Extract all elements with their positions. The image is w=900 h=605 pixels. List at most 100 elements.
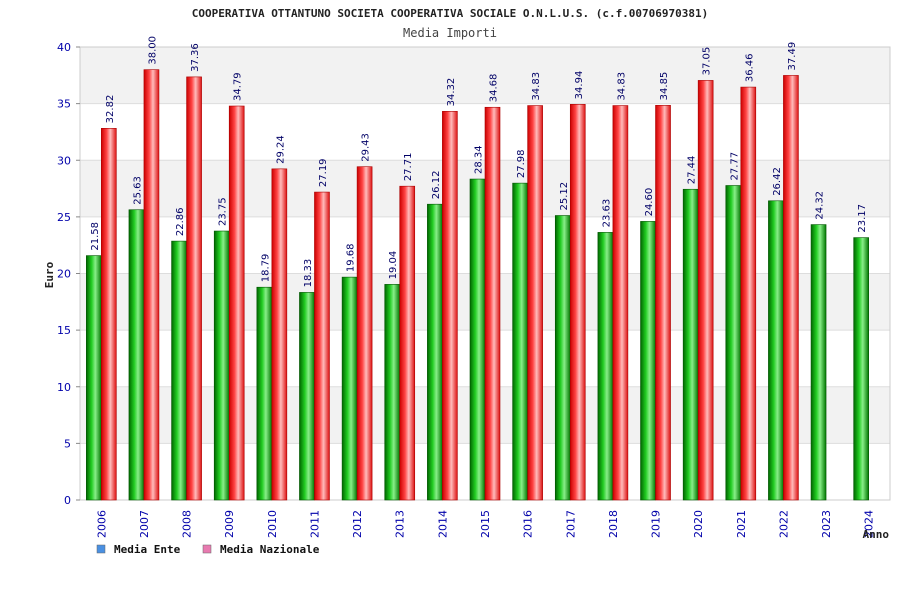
bar-media-ente-2022 (768, 200, 784, 501)
bar-media-nazionale-2014 (442, 111, 458, 501)
legend-swatch-media-ente (96, 544, 106, 554)
bar-media-nazionale-2022 (783, 75, 799, 501)
bar-media-nazionale-2007 (143, 69, 160, 501)
x-axis-ticks: 2006 2007 2008 2009 2010 2011 2012 2013 2014 2015… (95, 510, 875, 538)
bar-media-nazionale-2009 (228, 105, 245, 501)
value-label: 34.94 (574, 71, 585, 100)
value-label: 19.04 (388, 251, 399, 280)
bar-media-ente-2018 (597, 232, 614, 501)
bar-media-nazionale-2011 (314, 191, 330, 501)
value-label: 27.77 (729, 152, 740, 181)
bars (86, 69, 869, 501)
bar-media-ente-2013 (384, 284, 401, 501)
x-tick-label: 2021 (735, 510, 748, 538)
value-label: 34.83 (531, 72, 542, 101)
bar-media-nazionale-2013 (399, 185, 416, 501)
value-label: 37.49 (787, 42, 798, 71)
value-label: 26.42 (772, 167, 783, 196)
value-label: 19.68 (346, 243, 357, 272)
bar-media-ente-2009 (213, 230, 230, 501)
bar-media-ente-2007 (128, 209, 145, 501)
y-tick-label: 40 (57, 41, 71, 54)
x-tick-label: 2010 (266, 510, 279, 538)
value-label: 34.83 (616, 72, 627, 101)
x-tick-label: 2022 (777, 510, 790, 538)
value-label: 28.34 (474, 145, 485, 174)
legend-swatch-media-nazionale (202, 544, 212, 554)
y-tick-label: 10 (57, 381, 71, 394)
bar-media-nazionale-2018 (612, 105, 629, 501)
value-label: 36.46 (744, 53, 755, 82)
value-label: 23.63 (601, 199, 612, 228)
y-tick-label: 25 (57, 211, 71, 224)
bar-media-ente-2006 (86, 255, 102, 501)
x-tick-label: 2016 (522, 510, 535, 538)
chart-title: COOPERATIVA OTTANTUNO SOCIETA COOPERATIV… (192, 7, 709, 20)
value-label: 18.79 (260, 254, 271, 283)
bar-media-ente-2012 (341, 276, 358, 501)
bar-media-ente-2008 (171, 240, 187, 501)
value-label: 29.43 (361, 133, 372, 162)
value-label: 18.33 (303, 259, 314, 288)
x-tick-label: 2019 (650, 510, 663, 538)
x-tick-label: 2012 (351, 510, 364, 538)
value-label: 37.36 (190, 43, 201, 72)
value-label: 34.68 (489, 74, 500, 103)
y-tick-label: 15 (57, 324, 71, 337)
value-label: 23.17 (857, 204, 868, 233)
x-tick-label: 2011 (308, 510, 321, 538)
value-label: 27.98 (516, 149, 527, 178)
value-label: 32.82 (105, 95, 116, 124)
bar-media-nazionale-2019 (655, 105, 671, 501)
y-tick-label: 5 (64, 437, 71, 450)
bar-media-ente-2020 (682, 188, 699, 501)
bar-media-nazionale-2010 (271, 168, 288, 501)
chart-subtitle: Media Importi (403, 26, 497, 40)
bar-media-ente-2019 (640, 221, 656, 501)
x-tick-label: 2018 (607, 510, 620, 538)
bar-media-ente-2014 (427, 203, 443, 501)
value-label: 34.32 (446, 78, 457, 107)
bar-media-ente-2017 (554, 215, 571, 501)
value-label: 25.12 (559, 182, 570, 211)
x-tick-label: 2014 (436, 510, 449, 538)
bar-media-nazionale-2021 (740, 86, 757, 501)
value-label: 37.05 (702, 47, 713, 76)
bar-media-ente-2024 (853, 237, 869, 501)
value-label: 29.24 (275, 135, 286, 164)
bar-media-ente-2021 (725, 185, 742, 501)
value-label: 26.12 (431, 171, 442, 200)
bar-media-nazionale-2020 (697, 80, 714, 501)
bar-media-ente-2011 (299, 292, 315, 501)
bar-media-ente-2023 (810, 224, 827, 501)
x-tick-label: 2009 (223, 510, 236, 538)
y-tick-label: 35 (57, 98, 71, 111)
value-labels: 21.58 32.82 25.63 38.00 22.86 37.36 23.75 34.79… (90, 36, 868, 287)
value-label: 34.79 (233, 72, 244, 101)
y-axis-label: Euro (43, 261, 56, 288)
value-label: 34.85 (659, 72, 670, 101)
bar-media-nazionale-2012 (356, 166, 373, 501)
x-tick-label: 2015 (479, 510, 492, 538)
x-tick-label: 2024 (863, 510, 876, 538)
bar-media-ente-2016 (512, 182, 528, 501)
bar-media-nazionale-2015 (484, 106, 501, 501)
bar-media-nazionale-2017 (569, 104, 586, 501)
value-label: 24.60 (644, 188, 655, 217)
x-tick-label: 2007 (138, 510, 151, 538)
y-tick-label: 0 (64, 494, 71, 507)
value-label: 27.19 (318, 158, 329, 187)
value-label: 25.63 (132, 176, 143, 205)
value-label: 27.44 (687, 156, 698, 185)
legend-label-media-nazionale: Media Nazionale (220, 543, 320, 556)
bar-media-nazionale-2016 (527, 105, 543, 501)
x-tick-label: 2020 (692, 510, 705, 538)
x-tick-label: 2006 (95, 510, 108, 538)
value-label: 22.86 (175, 207, 186, 236)
legend: Media Ente Media Nazionale (96, 543, 320, 556)
y-tick-label: 20 (57, 268, 71, 281)
bar-media-nazionale-2006 (101, 128, 117, 501)
x-tick-label: 2008 (181, 510, 194, 538)
